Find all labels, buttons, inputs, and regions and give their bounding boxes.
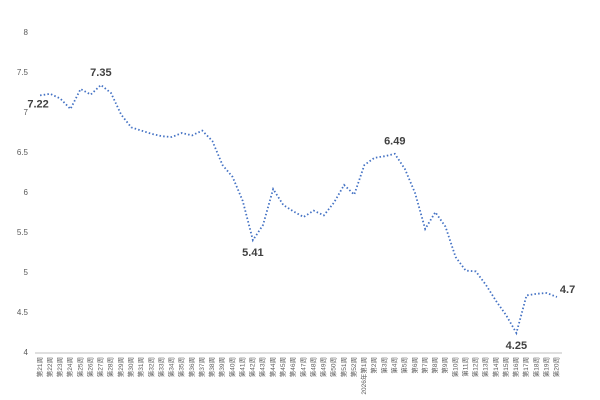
x-tick-label: 第49周 (319, 357, 328, 377)
x-tick-label: 第7周 (420, 357, 429, 374)
x-tick-label: 第44周 (268, 357, 277, 377)
x-tick-label: 第6周 (410, 357, 419, 374)
x-tick-label: 第13周 (481, 357, 490, 377)
y-tick-label: 6.5 (17, 148, 29, 157)
y-tick-label: 7.5 (17, 68, 29, 77)
y-tick-label: 5.5 (17, 228, 29, 237)
x-tick-label: 第14周 (491, 357, 500, 377)
x-tick-label: 第28周 (106, 357, 115, 377)
x-tick-label: 第51周 (339, 357, 348, 377)
x-tick-label: 第29周 (116, 357, 125, 377)
x-tick-label: 第18周 (531, 357, 540, 377)
x-tick-label: 第38周 (207, 357, 216, 377)
data-label: 7.22 (27, 98, 48, 110)
x-tick-label: 第23周 (55, 357, 64, 377)
x-tick-label: 第48周 (308, 357, 317, 377)
x-tick-label: 第15周 (501, 357, 510, 377)
x-tick-label: 第22周 (45, 357, 54, 377)
y-tick-label: 6 (24, 188, 29, 197)
x-tick-label: 第33周 (156, 357, 165, 377)
x-tick-label: 第40周 (227, 357, 236, 377)
y-tick-label: 5 (24, 268, 29, 277)
x-tick-label: 第20周 (552, 357, 561, 377)
x-tick-label: 第2周 (369, 357, 378, 374)
x-tick-label: 第43周 (258, 357, 267, 377)
x-tick-label: 第8周 (430, 357, 439, 374)
x-tick-label: 第37周 (197, 357, 206, 377)
x-tick-label: 第41周 (237, 357, 246, 377)
x-tick-label: 第12周 (471, 357, 480, 377)
x-tick-label: 第31周 (136, 357, 145, 377)
y-tick-label: 8 (24, 28, 29, 37)
y-tick-label: 4 (24, 348, 29, 357)
x-tick-label: 第9周 (440, 357, 449, 374)
x-tick-label: 第34周 (167, 357, 176, 377)
x-tick-label: 第32周 (146, 357, 155, 377)
x-tick-label: 第50周 (329, 357, 338, 377)
x-tick-label: 第39周 (217, 357, 226, 377)
x-tick-label: 第45周 (278, 357, 287, 377)
x-tick-label: 第42周 (248, 357, 257, 377)
x-tick-label: 2026年第1周 (359, 357, 368, 395)
x-tick-label: 第26周 (85, 357, 94, 377)
x-tick-label: 第10周 (450, 357, 459, 377)
x-tick-label: 第46周 (288, 357, 297, 377)
x-tick-label: 第27周 (96, 357, 105, 377)
x-tick-label: 第24周 (65, 357, 74, 377)
x-tick-label: 第11周 (460, 357, 469, 377)
x-tick-label: 第47周 (298, 357, 307, 377)
x-tick-label: 第17周 (521, 357, 530, 377)
line (39, 83, 558, 336)
x-tick-label: 第52周 (349, 357, 358, 377)
x-tick-label: 第3周 (379, 357, 388, 374)
x-tick-label: 第25周 (75, 357, 84, 377)
x-tick-label: 第35周 (177, 357, 186, 377)
data-label: 4.7 (560, 284, 575, 296)
data-label: 5.41 (242, 247, 263, 259)
data-label: 7.35 (90, 67, 111, 79)
x-tick-label: 第4周 (389, 357, 398, 374)
y-tick-label: 4.5 (17, 308, 29, 317)
x-tick-label: 第21周 (35, 357, 44, 377)
y-tick-label: 7 (24, 108, 29, 117)
x-tick-label: 第30周 (126, 357, 135, 377)
data-label: 4.25 (506, 340, 527, 352)
x-tick-label: 第5周 (400, 357, 409, 374)
x-tick-label: 第19周 (542, 357, 551, 377)
x-tick-label: 第16周 (511, 357, 520, 377)
data-label: 6.49 (384, 136, 405, 148)
x-tick-label: 第36周 (187, 357, 196, 377)
